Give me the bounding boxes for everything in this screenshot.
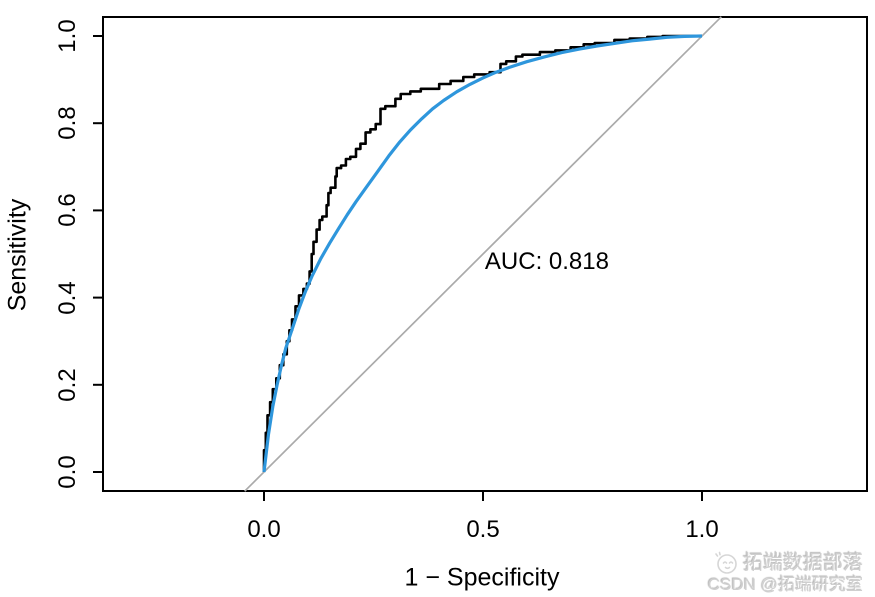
y-tick-label: 0.8 [54,106,81,140]
watermark-text-1: 拓端数据部落 [743,551,863,574]
auc-annotation: AUC: 0.818 [484,247,609,275]
chance-line [244,16,722,492]
watermark-text-2: CSDN @拓端研究室 [707,575,863,595]
y-tick-label: 1.0 [54,19,81,53]
x-tick-label: 0.0 [247,516,281,543]
smooth-roc [262,34,703,473]
y-tick-label: 0.0 [54,455,81,489]
y-tick-label: 0.2 [54,368,81,402]
x-tick-label: 1.0 [685,516,719,543]
watermark: 拓端数据部落 CSDN @拓端研究室 [708,551,863,595]
x-axis-title: 1 − Specificity [404,563,560,592]
smiley-face-icon [715,552,737,575]
y-tick-label: 0.4 [54,280,81,315]
plot-box [102,16,868,492]
watermark-line-1: 拓端数据部落 [708,551,863,575]
y-axis-title: Sensitivity [3,198,32,312]
y-tick-label: 0.6 [54,193,81,228]
x-tick-label: 0.5 [466,516,500,543]
